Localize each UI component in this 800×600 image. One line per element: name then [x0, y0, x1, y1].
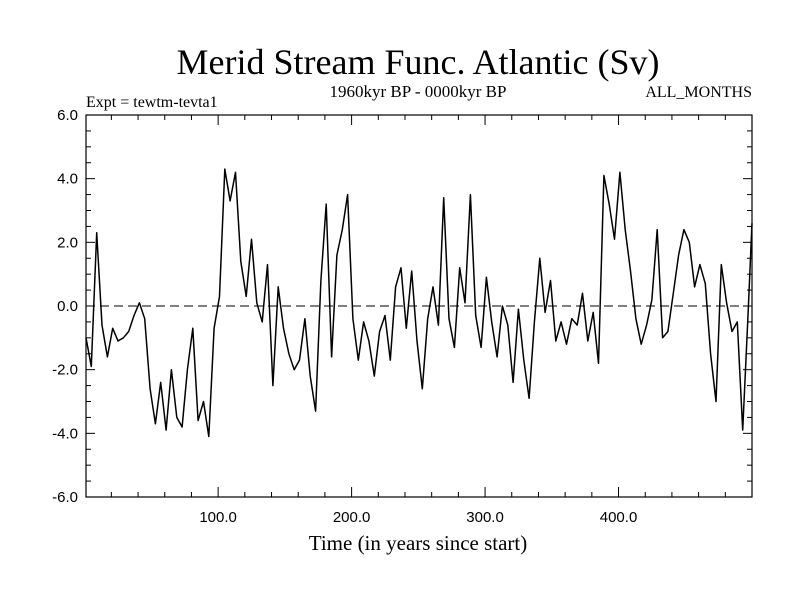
x-tick-label: 400.0 [600, 509, 638, 526]
x-tick-label: 300.0 [466, 509, 504, 526]
series-line-0 [85, 168, 753, 438]
y-tick-label: 2.0 [57, 234, 78, 251]
x-axis-label: Time (in years since start) [309, 531, 528, 555]
chart-title: Merid Stream Func. Atlantic (Sv) [177, 42, 660, 82]
x-tick-label: 100.0 [199, 509, 237, 526]
experiment-label: Expt = tewtm-tevta1 [86, 94, 218, 111]
x-tick-label: 200.0 [333, 509, 371, 526]
y-tick-label: -2.0 [52, 362, 78, 379]
y-tick-label: 6.0 [57, 107, 78, 124]
y-tick-label: 0.0 [57, 298, 78, 315]
months-label: ALL_MONTHS [645, 84, 752, 101]
y-tick-label: 4.0 [57, 171, 78, 188]
y-tick-label: -4.0 [52, 425, 78, 442]
chart-subtitle: 1960kyr BP - 0000kyr BP [330, 82, 507, 101]
y-tick-label: -6.0 [52, 489, 78, 506]
plot-area: -6.0 -4.0 -2.0 0.0 2.0 4.0 6.0 100.0 200.0 300.0 4… [52, 107, 753, 526]
